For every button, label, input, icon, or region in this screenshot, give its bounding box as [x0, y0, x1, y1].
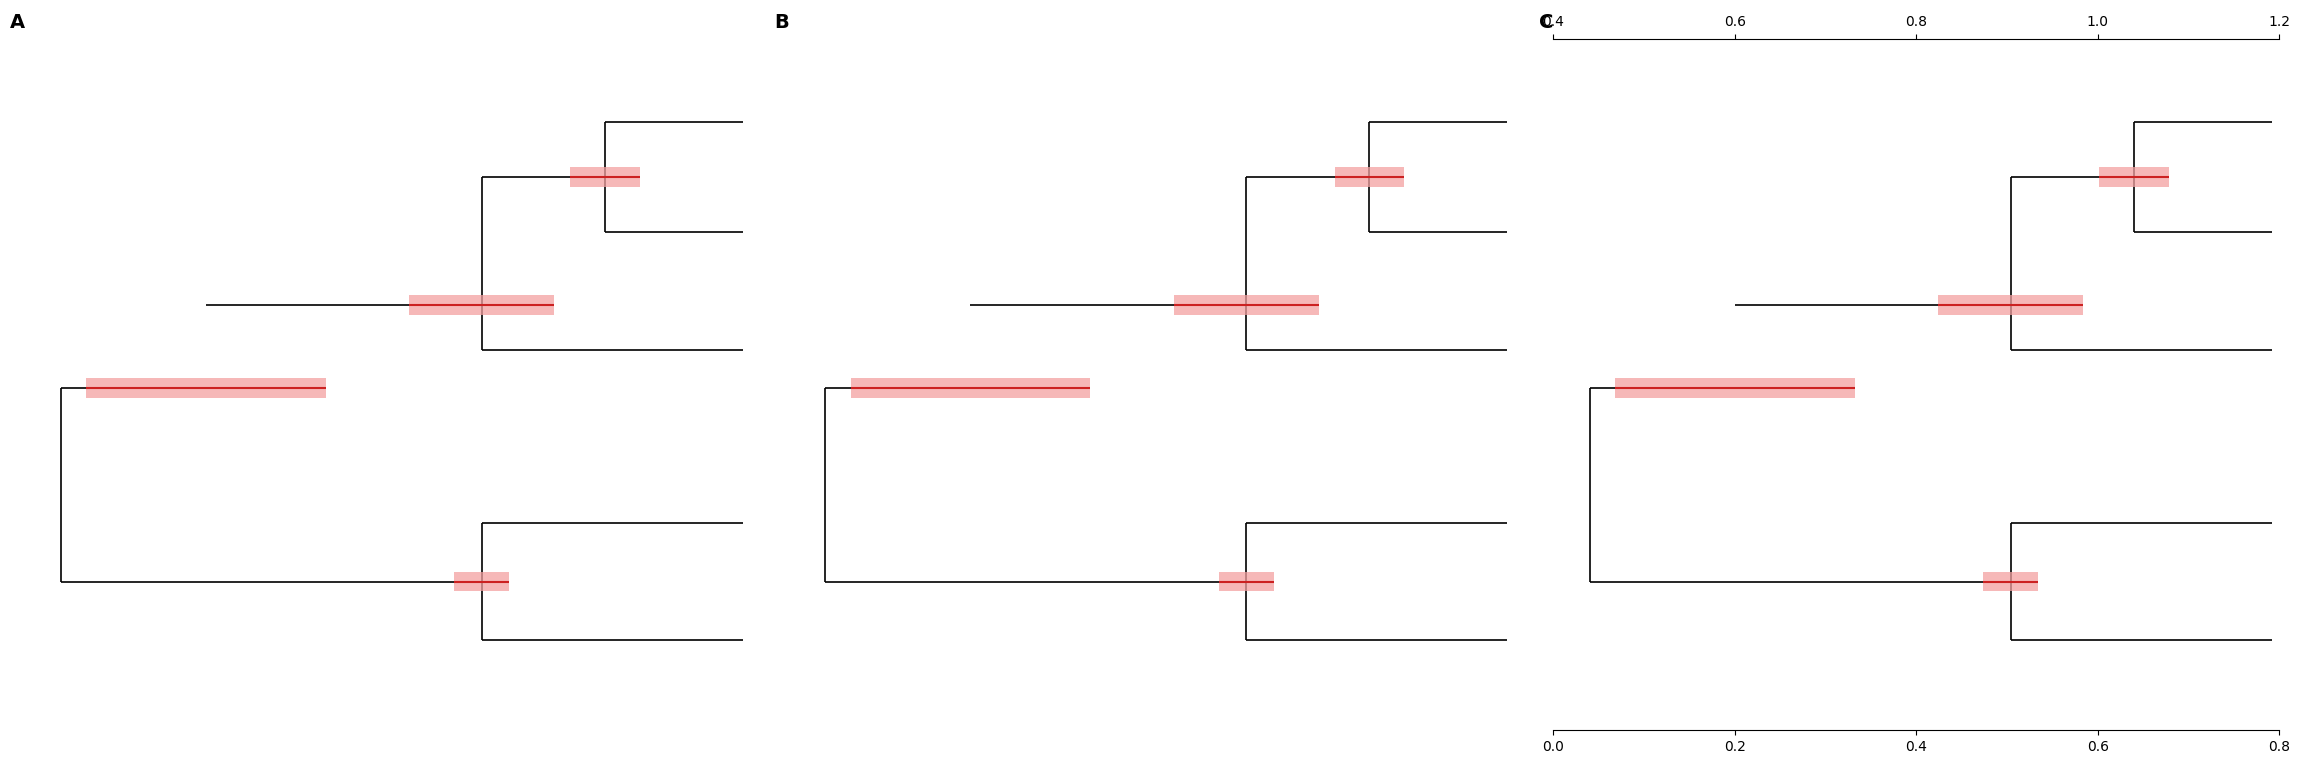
Bar: [1173, 296, 1318, 315]
Bar: [454, 572, 509, 591]
Text: B: B: [774, 13, 788, 32]
Bar: [1334, 167, 1405, 187]
Text: A: A: [9, 13, 25, 32]
Bar: [1615, 379, 1855, 398]
Bar: [850, 379, 1090, 398]
Bar: [1219, 572, 1274, 591]
Bar: [410, 296, 555, 315]
Bar: [1984, 572, 2039, 591]
Bar: [569, 167, 641, 187]
Bar: [1938, 296, 2083, 315]
Bar: [2099, 167, 2168, 187]
Bar: [85, 379, 325, 398]
Text: C: C: [1539, 13, 1553, 32]
